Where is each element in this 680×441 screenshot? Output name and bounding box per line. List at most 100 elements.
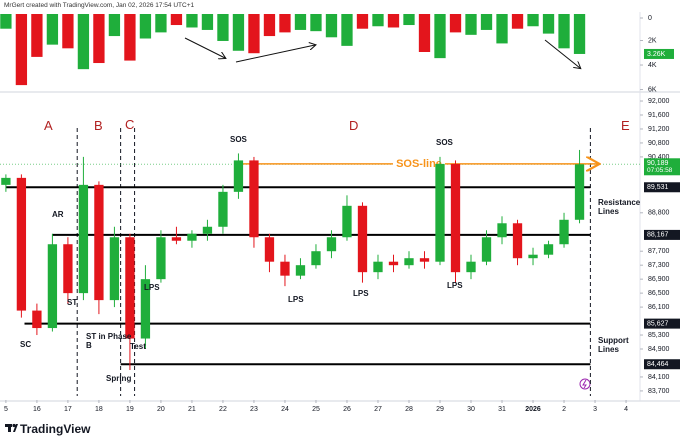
candle-body xyxy=(497,223,507,238)
candle-body xyxy=(78,184,89,294)
event-icon-bolt xyxy=(582,379,587,389)
x-tick-label: 29 xyxy=(436,406,444,413)
volume-y-tick-label: 2K xyxy=(648,37,657,44)
volume-bar xyxy=(46,14,59,45)
x-tick-label: 28 xyxy=(405,406,413,413)
candle-body xyxy=(481,237,492,262)
phase-label: E xyxy=(621,118,630,133)
candle-body xyxy=(311,251,321,266)
candle-body xyxy=(233,160,244,192)
last-price-countdown: 07:05:58 xyxy=(647,167,673,174)
candle-body xyxy=(202,226,213,234)
candle-body xyxy=(295,265,306,276)
header: MrGert created with TradingView.com, Jan… xyxy=(4,2,195,9)
volume-bar xyxy=(279,14,291,33)
candle-body xyxy=(326,237,337,252)
volume-bar xyxy=(387,14,400,28)
x-tick-label: 26 xyxy=(343,406,351,413)
x-tick-label: 22 xyxy=(219,406,227,413)
candle-body xyxy=(109,237,120,301)
x-tick-label: 20 xyxy=(157,406,165,413)
level-label-box xyxy=(644,182,680,193)
x-tick-label: 21 xyxy=(188,406,196,413)
annotation: Spring xyxy=(106,374,132,383)
candle-body xyxy=(16,177,27,311)
annotation: Test xyxy=(130,342,146,351)
volume-bar xyxy=(108,14,121,37)
volume-bar xyxy=(496,14,508,44)
candle-body xyxy=(280,261,290,276)
annotation: LPS xyxy=(288,295,304,304)
y-tick-label: 87,300 xyxy=(648,262,670,269)
candle-body xyxy=(125,237,135,339)
volume-bar xyxy=(480,14,493,30)
annotation: LPS xyxy=(353,289,369,298)
candle-body xyxy=(156,237,166,280)
candle-body xyxy=(218,191,228,227)
candle-body xyxy=(574,164,585,220)
volume-bar xyxy=(341,14,353,46)
annotation: ST in Phase B xyxy=(86,332,132,350)
candle-body xyxy=(94,184,104,301)
volume-bar xyxy=(186,14,198,28)
phase-label: C xyxy=(125,117,135,132)
volume-bar xyxy=(155,14,167,33)
phase-label: A xyxy=(44,118,53,133)
candle-body xyxy=(47,244,58,329)
candle-body xyxy=(140,279,151,339)
x-tick-label: 3 xyxy=(593,406,597,413)
sos-line-label: SOS-line xyxy=(396,158,442,170)
event-icon[interactable] xyxy=(579,378,591,390)
x-tick-label: 30 xyxy=(467,406,475,413)
candle-body xyxy=(466,261,476,273)
level-label: 88,167 xyxy=(647,232,669,239)
candle-body xyxy=(264,237,275,262)
level-label-box xyxy=(644,318,680,329)
y-tick-label: 90,400 xyxy=(648,154,670,161)
volume-bar xyxy=(542,14,555,34)
y-tick-label: 84,100 xyxy=(648,374,670,381)
volume-bar xyxy=(0,14,12,29)
volume-bar xyxy=(310,14,322,32)
volume-bar xyxy=(449,14,462,33)
candle-body xyxy=(528,254,538,259)
x-tick-label: 17 xyxy=(64,406,72,413)
volume-bar xyxy=(217,14,229,41)
x-tick-label: 2026 xyxy=(525,406,541,413)
volume-y-tick-label: 4K xyxy=(648,62,657,69)
candle-body xyxy=(171,237,182,241)
volume-bar xyxy=(527,14,539,27)
candle-body xyxy=(419,258,430,262)
volume-last-label: 3.26K xyxy=(647,51,666,58)
volume-bar xyxy=(232,14,245,51)
annotation: Resistance Lines xyxy=(598,198,641,216)
candle-body xyxy=(559,219,569,245)
annotation: SOS xyxy=(436,138,453,147)
trend-arrow xyxy=(544,39,580,68)
level-label-box xyxy=(644,229,680,240)
trend-arrow xyxy=(235,45,315,63)
candle-body xyxy=(63,244,73,294)
x-tick-label: 16 xyxy=(33,406,41,413)
volume-bar xyxy=(31,14,43,57)
y-tick-label: 86,100 xyxy=(648,304,670,311)
candle-body xyxy=(249,160,259,238)
candle-body xyxy=(450,163,461,273)
level-label: 84,464 xyxy=(647,361,669,368)
volume-bar xyxy=(15,14,28,86)
phase-label: B xyxy=(94,118,103,133)
level-label: 85,627 xyxy=(647,320,669,327)
volume-bar xyxy=(93,14,105,64)
volume-bar xyxy=(418,14,431,52)
phase-label: D xyxy=(349,118,359,133)
y-tick-label: 92,000 xyxy=(648,98,670,105)
y-tick-label: 86,900 xyxy=(648,276,670,283)
x-tick-label: 31 xyxy=(498,406,506,413)
x-tick-label: 23 xyxy=(250,406,258,413)
volume-bar xyxy=(356,14,369,29)
last-price-box xyxy=(644,158,680,176)
volume-bar xyxy=(170,14,183,26)
candle-body xyxy=(435,163,445,262)
